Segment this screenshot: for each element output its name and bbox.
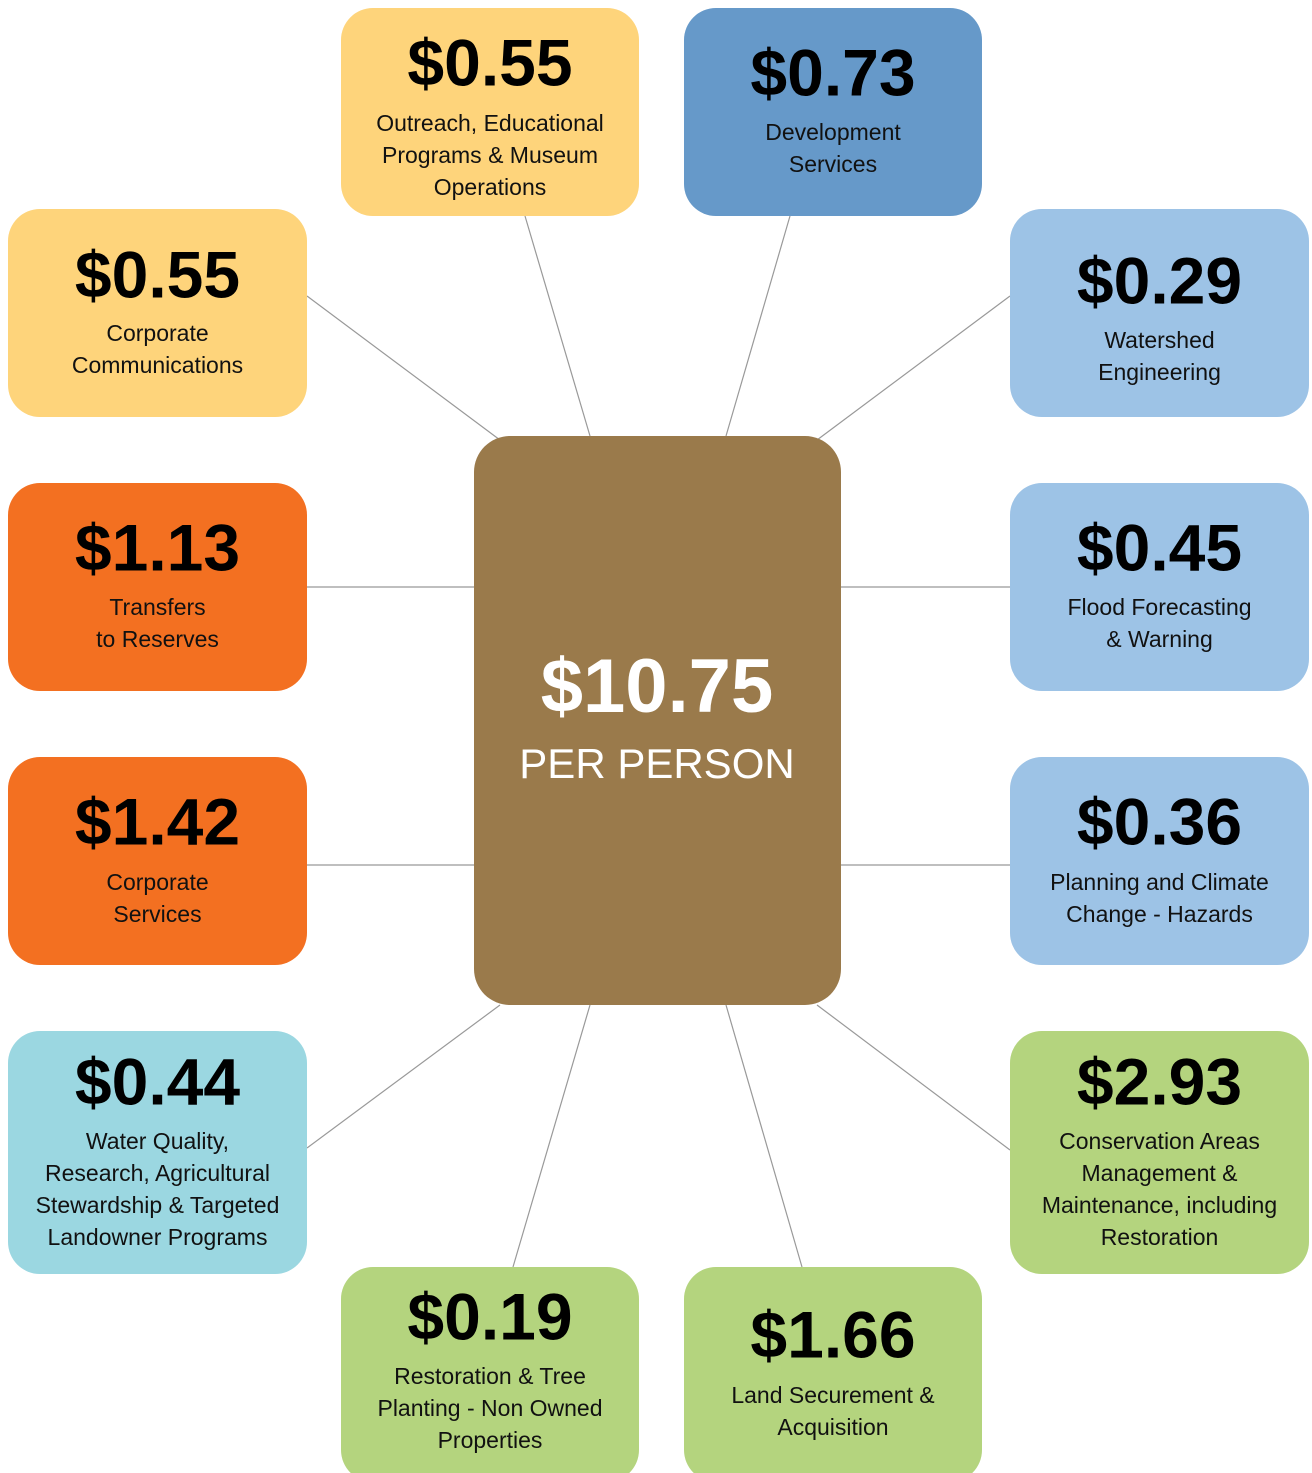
node-label: Communications — [72, 352, 243, 378]
node-box — [8, 757, 307, 965]
node-label: Landowner Programs — [48, 1224, 268, 1250]
node-label: Stewardship & Targeted — [36, 1192, 280, 1218]
node-label: & Warning — [1106, 626, 1213, 652]
center-label: PER PERSON — [519, 740, 794, 787]
node-amount: $0.36 — [1077, 784, 1242, 858]
connector — [725, 215, 791, 437]
node-box — [684, 1267, 982, 1473]
node-label: Maintenance, including — [1042, 1192, 1277, 1218]
node-box — [8, 483, 307, 691]
node-label: Restoration & Tree — [394, 1363, 586, 1389]
node-label: Transfers — [109, 594, 205, 620]
node-box — [341, 1267, 639, 1473]
node-label: Corporate — [106, 869, 208, 895]
node-label: Outreach, Educational — [376, 110, 604, 136]
node-label: Operations — [434, 174, 547, 200]
center-box — [474, 436, 841, 1005]
node-box — [341, 8, 639, 216]
node-box — [8, 209, 307, 417]
node-label: Properties — [438, 1427, 543, 1453]
node-label: Planting - Non Owned — [377, 1395, 602, 1421]
node-amount: $2.93 — [1077, 1044, 1242, 1118]
node-amount: $0.29 — [1077, 243, 1242, 317]
node-label: Watershed — [1104, 327, 1214, 353]
node-amount: $1.66 — [750, 1297, 915, 1371]
node-label: Flood Forecasting — [1067, 594, 1251, 620]
node-amount: $1.13 — [75, 510, 240, 584]
connector — [306, 1004, 501, 1149]
node-amount: $0.55 — [75, 237, 240, 311]
node-label: Management & — [1082, 1160, 1238, 1186]
node-label: Services — [113, 901, 201, 927]
node-label: Change - Hazards — [1066, 901, 1253, 927]
connector — [725, 1004, 803, 1268]
node-box — [684, 8, 982, 216]
node-label: Services — [789, 151, 877, 177]
connector — [306, 295, 501, 441]
node-amount: $0.45 — [1077, 510, 1242, 584]
node-amount: $1.42 — [75, 784, 240, 858]
node-box — [1010, 483, 1309, 691]
connector — [816, 295, 1011, 441]
node-label: Development — [765, 119, 901, 145]
connector — [524, 215, 591, 437]
connector — [512, 1004, 591, 1268]
node-label: Programs & Museum — [382, 142, 598, 168]
node-amount: $0.73 — [750, 35, 915, 109]
node-label: Water Quality, — [86, 1128, 229, 1154]
node-box — [1010, 209, 1309, 417]
node-label: Planning and Climate — [1050, 869, 1269, 895]
center-amount: $10.75 — [541, 644, 773, 729]
node-amount: $0.55 — [407, 25, 572, 99]
node-box — [1010, 757, 1309, 965]
connectors — [306, 215, 1011, 1268]
node-label: Land Securement & — [731, 1382, 934, 1408]
node-label: Corporate — [106, 320, 208, 346]
node-box — [1010, 1031, 1309, 1274]
node-label: Conservation Areas — [1059, 1128, 1260, 1154]
node-box — [8, 1031, 307, 1274]
node-label: Acquisition — [777, 1414, 888, 1440]
node-label: to Reserves — [96, 626, 219, 652]
connector — [816, 1004, 1011, 1151]
node-label: Research, Agricultural — [45, 1160, 270, 1186]
node-label: Restoration — [1101, 1224, 1219, 1250]
node-label: Engineering — [1098, 359, 1221, 385]
node-amount: $0.19 — [407, 1279, 572, 1353]
node-amount: $0.44 — [75, 1044, 240, 1118]
